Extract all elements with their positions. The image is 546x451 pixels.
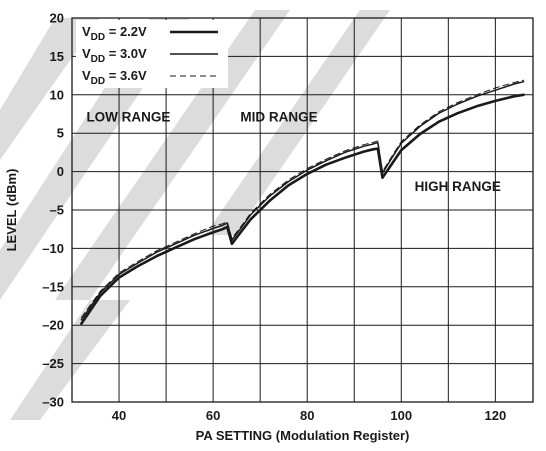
y-tick-label: 15: [50, 49, 64, 64]
legend-entry-label: VDD = 3.6V: [82, 68, 147, 87]
y-tick-label: 20: [50, 11, 64, 26]
y-tick-label: 5: [57, 126, 64, 141]
plot-frame: [71, 17, 534, 403]
x-tick-label: 60: [206, 408, 220, 423]
x-tick-label: 40: [112, 408, 126, 423]
range-annotation: LOW RANGE: [86, 110, 170, 125]
range-annotation: HIGH RANGE: [415, 179, 501, 194]
y-tick-label: 0: [57, 164, 64, 179]
x-tick-label: 100: [390, 408, 412, 423]
tick-labels: 40 60 80 100 120 –30 –25 –20 –15 –10 –5 0 5 10 15 20: [42, 11, 506, 424]
y-tick-label: –30: [42, 395, 64, 410]
y-tick-label: 10: [50, 87, 64, 102]
range-annotation: MID RANGE: [240, 110, 317, 125]
watermark: [0, 10, 390, 420]
annotations: LOW RANGE MID RANGE HIGH RANGE: [86, 110, 500, 194]
x-tick-label: 80: [300, 408, 314, 423]
x-axis-label: PA SETTING (Modulation Register): [196, 428, 410, 443]
legend-entry-label: VDD = 3.0V: [82, 46, 147, 65]
series-line-3: [80, 79, 525, 318]
series-line-2: [80, 80, 525, 321]
series-layer: [80, 79, 525, 325]
y-tick-label: –5: [50, 203, 64, 218]
y-tick-label: –10: [42, 241, 64, 256]
y-tick-label: –15: [42, 279, 64, 294]
x-tick-label: 120: [485, 408, 507, 423]
legend: VDD = 2.2V VDD = 3.0V VDD = 3.6V: [76, 20, 228, 88]
y-tick-label: –20: [42, 318, 64, 333]
legend-entry-label: VDD = 2.2V: [82, 24, 147, 43]
y-tick-label: –25: [42, 356, 64, 371]
y-axis-label: LEVEL (dBm): [4, 169, 19, 252]
series-line-1: [80, 93, 525, 325]
